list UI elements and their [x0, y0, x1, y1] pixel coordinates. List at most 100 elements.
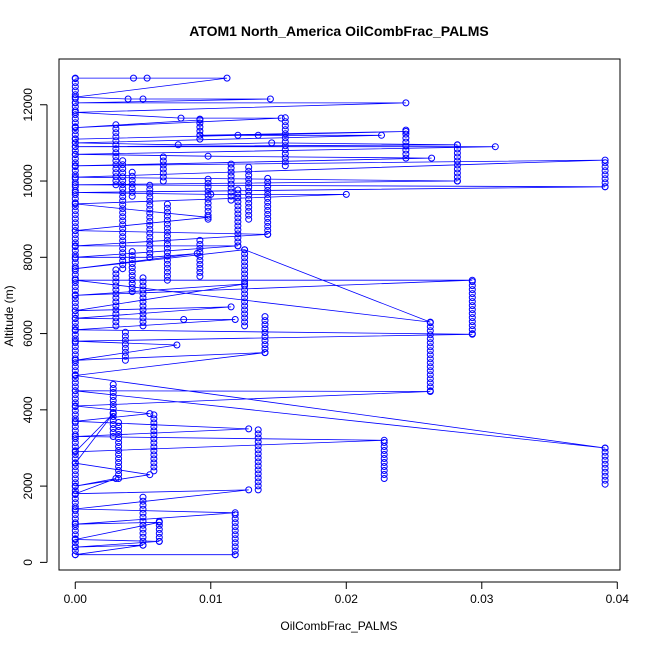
data-point [601, 464, 609, 472]
data-point [71, 279, 79, 287]
data-point [426, 363, 434, 371]
data-point [453, 145, 461, 153]
data-point [71, 159, 79, 167]
data-point [71, 395, 79, 403]
data-point [234, 210, 242, 218]
data-point [159, 161, 167, 169]
data-point [468, 314, 476, 322]
data-point [380, 451, 388, 458]
data-point [601, 476, 609, 484]
data-point [234, 238, 242, 246]
data-point [119, 209, 127, 217]
data-point [601, 472, 609, 480]
data-point [159, 169, 167, 177]
data-point [71, 151, 79, 159]
data-point [71, 295, 79, 303]
data-point [426, 335, 434, 343]
data-point [196, 131, 204, 139]
data-point [71, 163, 79, 171]
data-point [281, 130, 289, 138]
data-point [241, 262, 249, 270]
x-axis-label: OilCombFrac_PALMS [280, 619, 397, 633]
data-point [281, 162, 289, 170]
data-point [264, 226, 272, 234]
data-point [112, 278, 120, 286]
data-point [254, 454, 262, 462]
data-point [112, 266, 120, 274]
data-point [468, 306, 476, 314]
data-point [112, 274, 120, 282]
x-tick-label: 0.03 [470, 592, 494, 606]
data-point [468, 294, 476, 302]
data-point [163, 220, 171, 228]
data-point [163, 208, 171, 216]
data-point [71, 227, 79, 235]
data-point [71, 479, 79, 487]
data-point [264, 190, 272, 198]
data-point [71, 375, 79, 383]
data-point [234, 190, 242, 198]
data-point [112, 298, 120, 306]
data-point [227, 303, 235, 311]
data-point [128, 168, 136, 176]
data-point [155, 517, 163, 525]
data-point [223, 74, 231, 82]
data-point [264, 202, 272, 210]
data-point [204, 203, 212, 211]
data-point [453, 173, 461, 181]
data-point [109, 405, 117, 412]
data-point [402, 126, 410, 134]
data-point [71, 107, 79, 115]
data-point [204, 187, 212, 195]
data-point [163, 244, 171, 252]
data-point [163, 248, 171, 256]
data-point [71, 139, 79, 147]
data-point [227, 176, 235, 184]
data-point [119, 237, 127, 245]
data-point [491, 143, 499, 151]
data-point [150, 447, 158, 455]
data-point [146, 229, 154, 237]
data-point [264, 174, 272, 182]
data-point [453, 141, 461, 149]
data-point [128, 188, 136, 196]
data-point [139, 310, 147, 318]
data-point [71, 211, 79, 219]
data-point [146, 193, 154, 201]
data-point [119, 181, 127, 189]
data-point [601, 156, 609, 164]
data-point [71, 543, 79, 551]
data-point [380, 475, 388, 482]
data-point [254, 482, 262, 490]
data-point [231, 547, 239, 555]
data-point [468, 322, 476, 330]
data-point [146, 225, 154, 233]
data-point [121, 348, 129, 356]
data-point [468, 298, 476, 306]
data-point [163, 252, 171, 260]
data-point [115, 427, 123, 434]
data-point [128, 176, 136, 184]
data-point [109, 381, 117, 388]
data-point [601, 456, 609, 464]
data-point [139, 302, 147, 310]
data-point [426, 383, 434, 391]
data-point [139, 541, 147, 549]
data-point [177, 114, 185, 122]
data-point [71, 83, 79, 91]
data-point [139, 290, 147, 298]
data-point [196, 252, 204, 260]
data-point [119, 165, 127, 173]
data-point [112, 294, 120, 302]
data-point [254, 462, 262, 470]
data-point [227, 192, 235, 200]
data-point [163, 212, 171, 220]
data-point [139, 505, 147, 513]
data-point [119, 265, 127, 273]
data-point [245, 175, 253, 183]
data-point [71, 423, 79, 431]
data-point [71, 427, 79, 435]
data-point [71, 383, 79, 391]
data-point [601, 452, 609, 460]
data-point [146, 213, 154, 221]
